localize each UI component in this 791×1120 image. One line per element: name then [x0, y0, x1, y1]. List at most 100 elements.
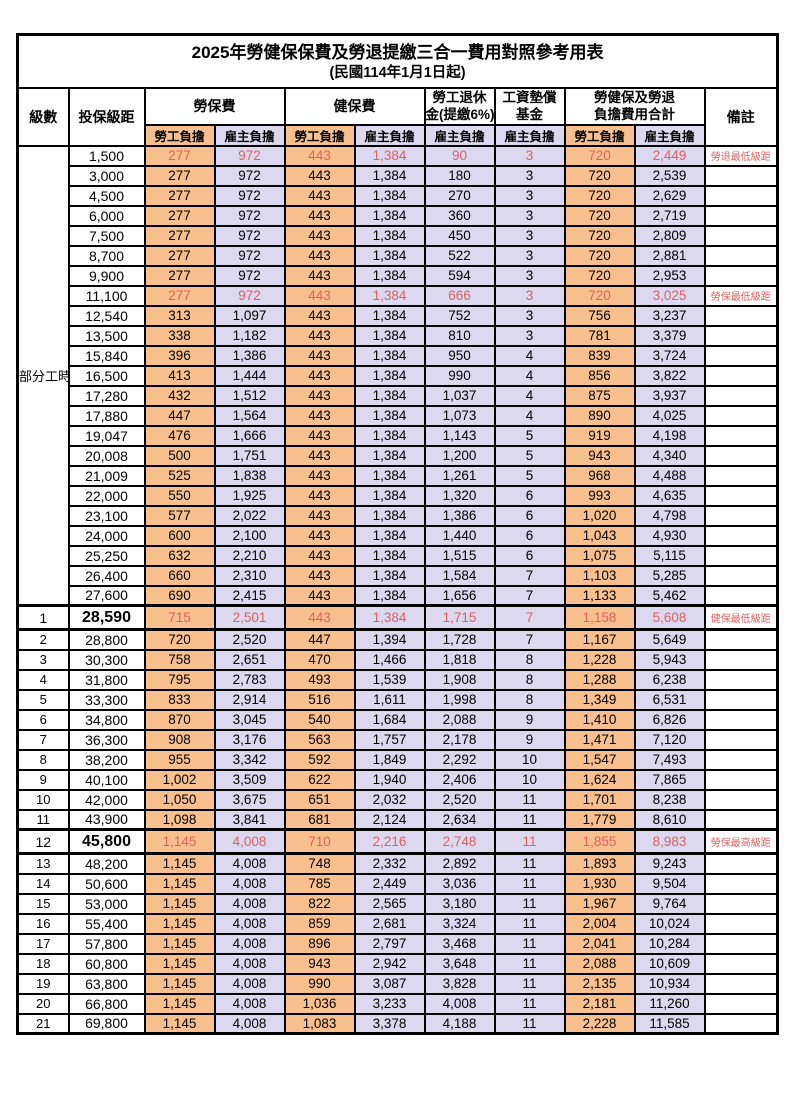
health-employer-cell: 1,394 [353, 628, 426, 651]
total-employer-cell: 9,764 [633, 892, 706, 915]
health-employee-cell: 990 [283, 972, 356, 995]
labor-employee-cell: 525 [143, 464, 216, 487]
labor-employee-cell: 1,050 [143, 788, 216, 811]
total-employee-cell: 839 [563, 344, 636, 367]
salary-cell: 3,000 [67, 164, 146, 187]
table-row: 8,700 277 972 443 1,384 522 3 720 2,881 [18, 244, 779, 267]
total-employee-cell: 993 [563, 484, 636, 507]
table-row: 24,000 600 2,100 443 1,384 1,440 6 1,043 4,930 [18, 524, 779, 547]
level-cell: 12 [16, 828, 70, 856]
total-employer-cell: 4,488 [633, 464, 706, 487]
health-employee-cell: 447 [283, 628, 356, 651]
level-cell: 10 [16, 788, 70, 811]
total-employee-cell: 720 [563, 244, 636, 267]
note-cell [703, 324, 779, 347]
table-row: 14 50,600 1,145 4,008 785 2,449 3,036 11 1,930 9,… [16, 872, 779, 895]
wage-fund-employer-cell: 11 [493, 992, 566, 1015]
wage-fund-employer-cell: 3 [493, 164, 566, 187]
salary-cell: 60,800 [67, 952, 146, 975]
labor-employer-cell: 4,008 [213, 892, 286, 915]
wage-fund-employer-cell: 11 [493, 788, 566, 811]
pension-employer-cell: 1,143 [423, 424, 496, 447]
total-employee-cell: 2,228 [563, 1012, 636, 1035]
col-header-note: 備註 [703, 86, 779, 147]
pension-employer-cell: 594 [423, 264, 496, 287]
labor-employee-cell: 277 [143, 264, 216, 287]
total-employer-cell: 2,953 [633, 264, 706, 287]
health-employer-cell: 1,384 [353, 364, 426, 387]
wage-fund-employer-cell: 8 [493, 648, 566, 671]
labor-employee-cell: 600 [143, 524, 216, 547]
health-employer-cell: 1,384 [353, 284, 426, 307]
salary-cell: 12,540 [67, 304, 146, 327]
note-cell [703, 484, 779, 507]
salary-cell: 17,880 [67, 404, 146, 427]
wage-fund-employer-cell: 11 [493, 1012, 566, 1035]
pension-employer-cell: 2,088 [423, 708, 496, 731]
health-employee-cell: 563 [283, 728, 356, 751]
level-cell: 4 [16, 668, 70, 691]
note-cell [703, 584, 779, 607]
note-cell: 健保最低級距 [703, 604, 779, 632]
col-header-total: 勞健保及勞退 負擔費用合計 [563, 86, 706, 126]
note-cell [703, 688, 779, 711]
pension-employer-cell: 4,188 [423, 1012, 496, 1035]
health-employer-cell: 2,565 [353, 892, 426, 915]
table-row: 21 69,800 1,145 4,008 1,083 3,378 4,188 11 2,228… [16, 1012, 779, 1035]
table-row: 9,900 277 972 443 1,384 594 3 720 2,953 [18, 264, 779, 287]
total-employee-cell: 720 [563, 144, 636, 167]
title-row: 2025年勞健保保費及勞退提繳三合一費用對照參考用表 (民國114年1月1日起) [16, 33, 779, 89]
subheader-pension-employer: 雇主負擔 [423, 123, 496, 147]
health-employee-cell: 443 [283, 384, 356, 407]
labor-employer-cell: 3,342 [213, 748, 286, 771]
table-row: 4 31,800 795 2,783 493 1,539 1,908 8 1,288 6,238 [16, 668, 779, 691]
labor-employer-cell: 1,444 [213, 364, 286, 387]
pension-employer-cell: 1,386 [423, 504, 496, 527]
health-employer-cell: 1,384 [353, 264, 426, 287]
total-employee-cell: 1,167 [563, 628, 636, 651]
note-cell [703, 564, 779, 587]
table-row: 4,500 277 972 443 1,384 270 3 720 2,629 [18, 184, 779, 207]
health-employer-cell: 1,684 [353, 708, 426, 731]
total-employer-cell: 3,724 [633, 344, 706, 367]
wage-fund-employer-cell: 3 [493, 184, 566, 207]
pension-employer-cell: 1,584 [423, 564, 496, 587]
health-employee-cell: 443 [283, 164, 356, 187]
note-cell [703, 768, 779, 791]
note-cell [703, 708, 779, 731]
salary-cell: 25,250 [67, 544, 146, 567]
table-row: 16,500 413 1,444 443 1,384 990 4 856 3,822 [18, 364, 779, 387]
total-employer-cell: 2,539 [633, 164, 706, 187]
wage-fund-employer-cell: 11 [493, 808, 566, 831]
table-row: 25,250 632 2,210 443 1,384 1,515 6 1,075 5,115 [18, 544, 779, 567]
labor-employee-cell: 795 [143, 668, 216, 691]
health-employer-cell: 1,384 [353, 544, 426, 567]
health-employer-cell: 1,384 [353, 224, 426, 247]
subheader-health-employer: 雇主負擔 [353, 123, 426, 147]
total-employee-cell: 720 [563, 184, 636, 207]
health-employee-cell: 493 [283, 668, 356, 691]
total-employee-cell: 1,547 [563, 748, 636, 771]
health-employee-cell: 443 [283, 524, 356, 547]
labor-employer-cell: 4,008 [213, 972, 286, 995]
labor-employee-cell: 277 [143, 204, 216, 227]
health-employer-cell: 1,384 [353, 204, 426, 227]
pension-employer-cell: 1,440 [423, 524, 496, 547]
labor-employee-cell: 1,145 [143, 852, 216, 875]
col-header-level: 級數 [16, 86, 70, 147]
health-employer-cell: 2,681 [353, 912, 426, 935]
labor-employee-cell: 1,145 [143, 872, 216, 895]
pension-employer-cell: 1,818 [423, 648, 496, 671]
subheader-total-employer: 雇主負擔 [633, 123, 706, 147]
level-cell: 17 [16, 932, 70, 955]
salary-cell: 23,100 [67, 504, 146, 527]
total-employee-cell: 1,133 [563, 584, 636, 607]
labor-employer-cell: 4,008 [213, 912, 286, 935]
level-cell: 11 [16, 808, 70, 831]
salary-cell: 21,009 [67, 464, 146, 487]
total-employee-cell: 720 [563, 204, 636, 227]
pension-employer-cell: 1,656 [423, 584, 496, 607]
total-employer-cell: 5,943 [633, 648, 706, 671]
health-employee-cell: 443 [283, 584, 356, 607]
pension-employer-cell: 2,520 [423, 788, 496, 811]
